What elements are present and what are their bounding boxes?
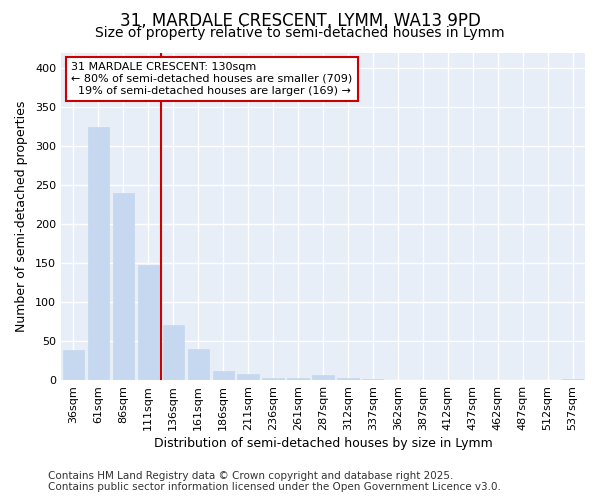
X-axis label: Distribution of semi-detached houses by size in Lymm: Distribution of semi-detached houses by …	[154, 437, 493, 450]
Bar	[88, 126, 109, 380]
Text: 31 MARDALE CRESCENT: 130sqm
← 80% of semi-detached houses are smaller (709)
  19: 31 MARDALE CRESCENT: 130sqm ← 80% of sem…	[71, 62, 353, 96]
Bar	[238, 374, 259, 380]
Bar	[137, 266, 159, 380]
Text: Contains HM Land Registry data © Crown copyright and database right 2025.
Contai: Contains HM Land Registry data © Crown c…	[48, 471, 501, 492]
Bar	[337, 378, 359, 380]
Bar	[163, 326, 184, 380]
Bar	[113, 193, 134, 380]
Bar	[212, 370, 234, 380]
Bar	[287, 378, 308, 380]
Bar	[262, 378, 284, 380]
Text: Size of property relative to semi-detached houses in Lymm: Size of property relative to semi-detach…	[95, 26, 505, 40]
Bar	[188, 349, 209, 380]
Text: 31, MARDALE CRESCENT, LYMM, WA13 9PD: 31, MARDALE CRESCENT, LYMM, WA13 9PD	[119, 12, 481, 30]
Bar	[313, 376, 334, 380]
Y-axis label: Number of semi-detached properties: Number of semi-detached properties	[15, 100, 28, 332]
Bar	[63, 350, 84, 380]
